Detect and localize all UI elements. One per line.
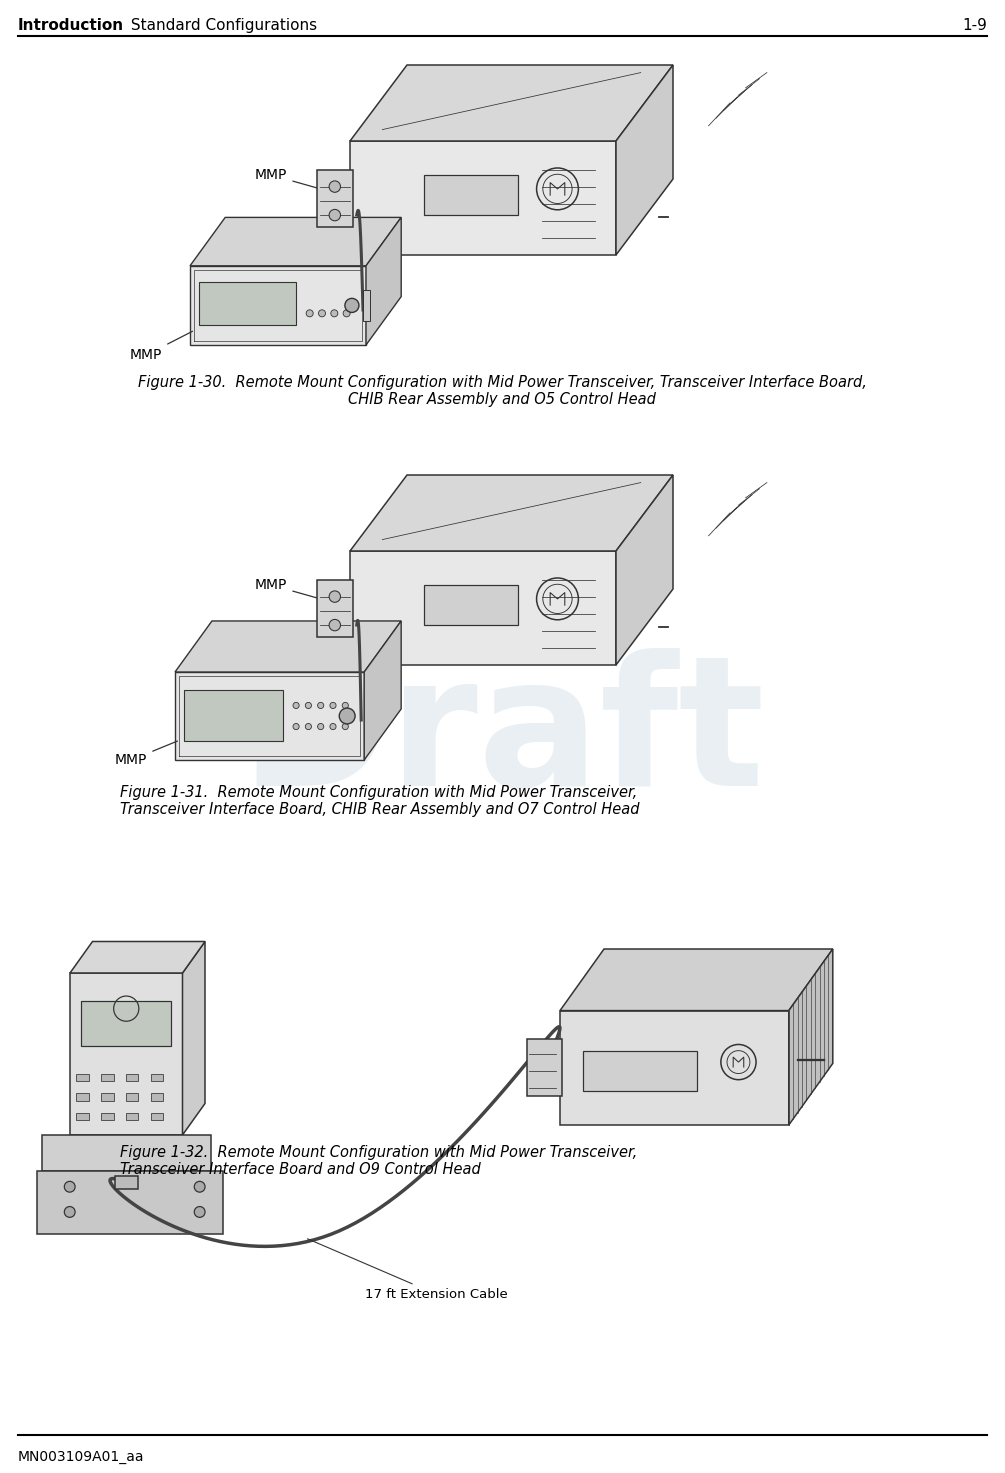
Circle shape (331, 309, 338, 317)
Text: MMP: MMP (115, 741, 178, 767)
Bar (424, 175, 518, 215)
Text: Figure 1-32.  Remote Mount Configuration with Mid Power Transceiver,: Figure 1-32. Remote Mount Configuration … (120, 1145, 637, 1161)
Circle shape (293, 723, 299, 729)
Polygon shape (350, 141, 616, 255)
Polygon shape (175, 672, 364, 760)
Bar (151, 1093, 163, 1100)
Polygon shape (70, 974, 183, 1136)
Bar (583, 1050, 697, 1090)
Circle shape (329, 620, 341, 630)
Circle shape (319, 309, 326, 317)
Circle shape (340, 709, 355, 723)
Text: MMP: MMP (255, 168, 340, 194)
Bar (317, 579, 353, 636)
Bar (126, 1074, 139, 1081)
Bar (76, 1074, 88, 1081)
Bar (126, 1114, 139, 1119)
Text: Standard Configurations: Standard Configurations (126, 18, 318, 32)
Polygon shape (364, 622, 401, 760)
Bar (102, 1093, 114, 1100)
Text: CHIB Rear Assembly and O5 Control Head: CHIB Rear Assembly and O5 Control Head (348, 392, 656, 407)
Polygon shape (350, 474, 673, 551)
Bar (317, 169, 353, 227)
Polygon shape (560, 1010, 789, 1125)
Text: Introduction: Introduction (18, 18, 125, 32)
Text: Draft: Draft (239, 648, 765, 823)
Bar (81, 1000, 171, 1046)
Polygon shape (175, 622, 401, 672)
Text: MN003109A01_aa: MN003109A01_aa (18, 1449, 145, 1464)
Polygon shape (350, 551, 616, 664)
Bar (151, 1074, 163, 1081)
Bar (199, 281, 295, 326)
Text: 17 ft Extension Cable: 17 ft Extension Cable (308, 1239, 508, 1301)
Text: Transceiver Interface Board, CHIB Rear Assembly and O7 Control Head: Transceiver Interface Board, CHIB Rear A… (120, 801, 639, 818)
Polygon shape (616, 65, 673, 255)
Circle shape (343, 309, 350, 317)
Circle shape (306, 703, 312, 709)
Circle shape (330, 723, 336, 729)
Polygon shape (560, 949, 833, 1010)
Polygon shape (183, 941, 205, 1136)
Circle shape (293, 703, 299, 709)
Bar (527, 1038, 562, 1096)
Bar (102, 1114, 114, 1119)
Circle shape (64, 1181, 75, 1192)
Circle shape (342, 703, 349, 709)
Circle shape (318, 723, 324, 729)
Text: MMP: MMP (255, 577, 340, 604)
Circle shape (64, 1206, 75, 1217)
Bar (37, 1171, 223, 1234)
Bar (115, 1175, 138, 1189)
Bar (364, 290, 371, 321)
Bar (424, 585, 518, 625)
Circle shape (194, 1206, 205, 1217)
Circle shape (329, 209, 341, 221)
Circle shape (342, 723, 349, 729)
Circle shape (318, 703, 324, 709)
Circle shape (345, 299, 359, 312)
Text: Transceiver Interface Board and O9 Control Head: Transceiver Interface Board and O9 Contr… (120, 1162, 480, 1177)
Bar (126, 1093, 139, 1100)
Text: Figure 1-31.  Remote Mount Configuration with Mid Power Transceiver,: Figure 1-31. Remote Mount Configuration … (120, 785, 637, 800)
Polygon shape (350, 65, 673, 141)
Polygon shape (789, 949, 833, 1125)
Text: Figure 1-30.  Remote Mount Configuration with Mid Power Transceiver, Transceiver: Figure 1-30. Remote Mount Configuration … (138, 376, 866, 390)
Circle shape (307, 309, 314, 317)
Circle shape (329, 591, 341, 602)
Polygon shape (366, 218, 401, 345)
Circle shape (329, 181, 341, 193)
Text: 1-9: 1-9 (962, 18, 987, 32)
Text: MMP: MMP (130, 331, 193, 362)
Polygon shape (70, 941, 205, 974)
Bar (151, 1114, 163, 1119)
Circle shape (330, 703, 336, 709)
Polygon shape (190, 218, 401, 265)
Bar (185, 689, 282, 741)
Bar (102, 1074, 114, 1081)
Bar (76, 1093, 88, 1100)
Circle shape (306, 723, 312, 729)
Polygon shape (190, 265, 366, 345)
Circle shape (194, 1181, 205, 1192)
Polygon shape (616, 474, 673, 664)
Bar (76, 1114, 88, 1119)
Bar (42, 1136, 211, 1171)
